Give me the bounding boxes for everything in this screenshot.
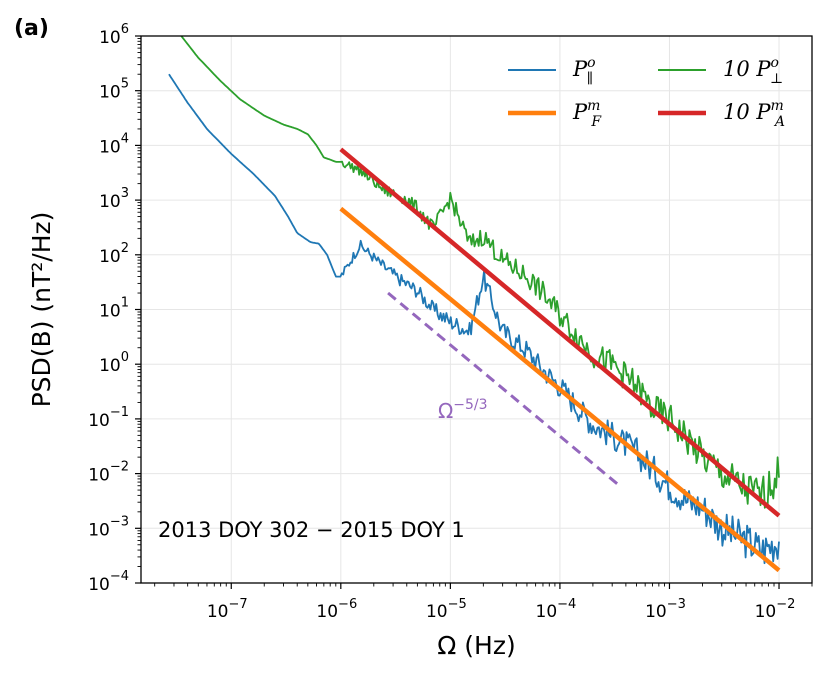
y-tick-exponent: 2 bbox=[121, 241, 129, 256]
slope-label-base: Ω bbox=[438, 399, 453, 423]
legend-label-sub: F bbox=[590, 114, 602, 130]
slope-reference-label: Ω−5/3 bbox=[438, 397, 488, 423]
legend-label-sup: o bbox=[587, 55, 595, 71]
y-tick-exponent: 6 bbox=[121, 22, 129, 37]
y-tick-exponent: −2 bbox=[110, 460, 129, 475]
y-tick-base: 10 bbox=[99, 356, 121, 376]
legend-label-1: Pm F bbox=[572, 98, 602, 130]
y-axis-label: PSD(B) (nT²/Hz) bbox=[27, 212, 56, 408]
x-tick-label: 10−4 bbox=[536, 597, 577, 622]
series-layer bbox=[168, 35, 781, 573]
x-tick-exponent: −7 bbox=[228, 597, 247, 612]
y-tick-base: 10 bbox=[99, 302, 121, 322]
legend-label-base: 10 P bbox=[723, 57, 771, 81]
y-tick-base: 10 bbox=[88, 520, 110, 540]
x-tick-base: 10 bbox=[207, 602, 229, 622]
x-tick-base: 10 bbox=[536, 602, 558, 622]
legend-label-base: P bbox=[572, 57, 588, 81]
y-tick-label: 100 bbox=[99, 350, 129, 376]
legend-label-sup: o bbox=[771, 55, 779, 71]
y-tick-base: 10 bbox=[99, 137, 121, 157]
y-tick-base: 10 bbox=[99, 83, 121, 103]
y-tick-base: 10 bbox=[99, 28, 121, 48]
tick-marks bbox=[135, 35, 813, 589]
y-tick-label: 10−1 bbox=[88, 405, 129, 431]
x-tick-base: 10 bbox=[645, 602, 667, 622]
panel-label: (a) bbox=[14, 16, 49, 41]
slope-label-exponent: −5/3 bbox=[453, 397, 487, 413]
legend-label-sup: m bbox=[587, 98, 600, 114]
legend-label-2: 10 Po ⊥ bbox=[723, 55, 783, 87]
legend-label-base: 10 P bbox=[723, 100, 771, 124]
y-tick-base: 10 bbox=[88, 466, 110, 486]
grid bbox=[141, 35, 812, 584]
series-line-0 bbox=[168, 73, 780, 565]
y-tick-exponent: 3 bbox=[121, 186, 129, 201]
y-tick-exponent: −1 bbox=[110, 405, 129, 420]
y-tick-label: 10−3 bbox=[88, 514, 129, 540]
legend-label-3: 10 Pm A bbox=[723, 98, 785, 130]
slope-reference-line bbox=[387, 291, 621, 487]
x-tick-label: 10−6 bbox=[316, 597, 357, 622]
x-axis-label: Ω (Hz) bbox=[437, 631, 515, 660]
legend: Po ∥Pm F10 Po ⊥10 Pm A bbox=[508, 55, 785, 130]
y-tick-label: 10−2 bbox=[88, 460, 129, 486]
x-tick-label: 10−7 bbox=[207, 597, 248, 622]
x-tick-label: 10−3 bbox=[645, 597, 686, 622]
series-line-2 bbox=[180, 35, 780, 509]
y-tick-exponent: 1 bbox=[121, 296, 129, 311]
y-tick-base: 10 bbox=[88, 411, 110, 431]
x-tick-label: 10−2 bbox=[755, 597, 796, 622]
y-tick-base: 10 bbox=[99, 247, 121, 267]
slope-reference: Ω−5/3 bbox=[387, 291, 621, 487]
legend-label-sub: A bbox=[773, 114, 785, 130]
y-tick-exponent: −4 bbox=[110, 569, 129, 584]
x-tick-exponent: −3 bbox=[667, 597, 686, 612]
legend-label-sub: ∥ bbox=[587, 71, 593, 87]
x-tick-exponent: −6 bbox=[338, 597, 357, 612]
x-tick-exponent: −5 bbox=[448, 597, 467, 612]
y-tick-label: 102 bbox=[99, 241, 129, 267]
y-tick-exponent: 5 bbox=[121, 77, 129, 92]
legend-label-sub: ⊥ bbox=[770, 71, 783, 87]
x-tick-exponent: −2 bbox=[776, 597, 795, 612]
x-tick-labels: 10−7 10−6 10−5 10−4 10−3 10−2 bbox=[207, 597, 796, 622]
y-tick-label: 105 bbox=[99, 77, 129, 103]
y-tick-label: 101 bbox=[99, 296, 129, 322]
series-line-1 bbox=[339, 206, 781, 573]
x-tick-base: 10 bbox=[755, 602, 777, 622]
y-tick-exponent: 4 bbox=[121, 131, 129, 146]
legend-label-base: P bbox=[572, 100, 588, 124]
y-tick-base: 10 bbox=[99, 192, 121, 212]
series-line-3 bbox=[339, 147, 781, 518]
y-tick-exponent: −3 bbox=[110, 514, 129, 529]
x-tick-base: 10 bbox=[426, 602, 448, 622]
legend-label-0: Po ∥ bbox=[572, 55, 596, 87]
x-tick-base: 10 bbox=[316, 602, 338, 622]
y-tick-label: 104 bbox=[99, 131, 129, 157]
y-tick-label: 10−4 bbox=[88, 569, 129, 595]
legend-label-sup: m bbox=[771, 98, 784, 114]
y-tick-exponent: 0 bbox=[121, 350, 129, 365]
x-tick-label: 10−5 bbox=[426, 597, 467, 622]
y-tick-base: 10 bbox=[88, 575, 110, 595]
date-range-annotation: 2013 DOY 302 − 2015 DOY 1 bbox=[158, 518, 465, 542]
x-tick-exponent: −4 bbox=[557, 597, 576, 612]
y-tick-label: 103 bbox=[99, 186, 129, 212]
y-tick-label: 106 bbox=[99, 22, 129, 48]
